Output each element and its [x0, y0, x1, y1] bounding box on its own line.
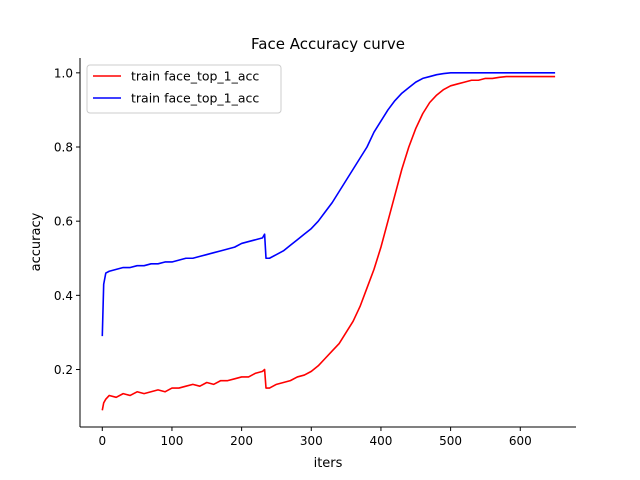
y-tick-label: 0.6: [54, 215, 73, 229]
y-tick-label: 1.0: [54, 66, 73, 80]
y-tick-label: 0.8: [54, 141, 73, 155]
x-tick-label: 400: [369, 434, 392, 448]
x-ticks: 0 100 200 300 400 500 600: [98, 427, 532, 448]
series-line-0: [101, 75, 556, 411]
x-axis-label: iters: [314, 456, 343, 471]
x-tick-label: 0: [98, 434, 106, 448]
series-line-1: [101, 72, 556, 337]
series-lines: [101, 72, 556, 411]
plot-area: 0 100 200 300 400 500 600 0.2 0.4 0.6 0.8 1.0: [54, 58, 576, 448]
x-tick-label: 100: [161, 434, 184, 448]
y-tick-label: 0.4: [54, 289, 73, 303]
x-tick-label: 300: [300, 434, 323, 448]
x-tick-label: 500: [439, 434, 462, 448]
chart-title: Face Accuracy curve: [251, 35, 405, 53]
legend-label-series-0: train face_top_1_acc: [131, 69, 259, 84]
y-tick-label: 0.2: [54, 363, 73, 377]
legend-box: [86, 64, 282, 114]
x-tick-label: 200: [230, 434, 253, 448]
x-tick-label: 600: [509, 434, 532, 448]
legend: train face_top_1_acc train face_top_1_ac…: [86, 64, 282, 114]
y-axis-label: accuracy: [29, 212, 44, 271]
legend-label-series-1: train face_top_1_acc: [131, 91, 259, 106]
y-ticks: 0.2 0.4 0.6 0.8 1.0: [54, 66, 80, 377]
